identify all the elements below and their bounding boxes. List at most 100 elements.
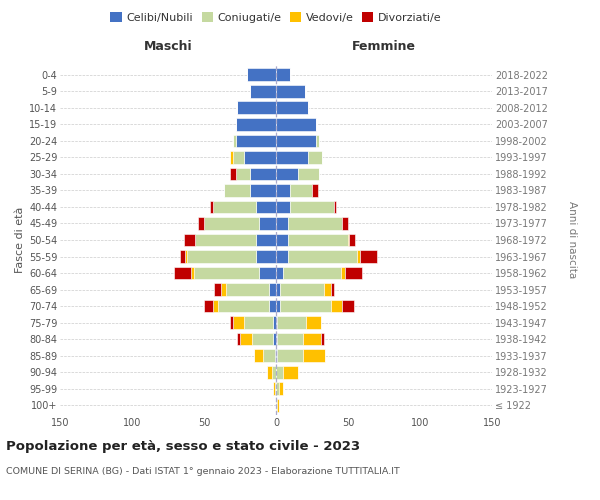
Bar — [196, 234, 256, 246]
Bar — [269, 300, 276, 312]
Bar — [174, 266, 191, 280]
Bar — [218, 300, 269, 312]
Bar — [244, 151, 276, 164]
Bar — [210, 200, 212, 213]
Bar — [237, 102, 276, 114]
Bar — [276, 316, 277, 329]
Bar — [312, 184, 318, 197]
Bar — [306, 316, 320, 329]
Bar — [276, 250, 287, 263]
Bar — [212, 300, 218, 312]
Bar — [280, 283, 323, 296]
Bar — [277, 398, 279, 411]
Bar — [290, 184, 312, 197]
Bar — [276, 283, 280, 296]
Bar — [276, 118, 316, 131]
Text: Popolazione per età, sesso e stato civile - 2023: Popolazione per età, sesso e stato civil… — [6, 440, 360, 453]
Bar — [304, 349, 325, 362]
Bar — [331, 283, 334, 296]
Bar — [359, 250, 377, 263]
Text: Maschi: Maschi — [143, 40, 193, 52]
Bar — [240, 332, 251, 345]
Bar — [316, 134, 319, 147]
Bar — [256, 200, 276, 213]
Bar — [237, 332, 240, 345]
Bar — [256, 250, 276, 263]
Bar — [224, 184, 250, 197]
Bar — [185, 250, 187, 263]
Bar — [276, 134, 316, 147]
Bar — [276, 200, 290, 213]
Bar — [342, 300, 354, 312]
Bar — [236, 134, 276, 147]
Bar — [279, 382, 283, 395]
Bar — [276, 398, 277, 411]
Bar — [259, 217, 276, 230]
Bar — [233, 151, 244, 164]
Bar — [214, 283, 221, 296]
Bar — [277, 349, 304, 362]
Bar — [276, 366, 283, 378]
Bar — [283, 266, 341, 280]
Bar — [276, 234, 287, 246]
Bar — [283, 366, 298, 378]
Bar — [244, 316, 273, 329]
Text: COMUNE DI SERINA (BG) - Dati ISTAT 1° gennaio 2023 - Elaborazione TUTTITALIA.IT: COMUNE DI SERINA (BG) - Dati ISTAT 1° ge… — [6, 468, 400, 476]
Bar — [356, 250, 359, 263]
Bar — [273, 382, 275, 395]
Bar — [276, 382, 279, 395]
Y-axis label: Anni di nascita: Anni di nascita — [567, 202, 577, 278]
Bar — [276, 332, 277, 345]
Bar — [304, 332, 320, 345]
Bar — [342, 217, 348, 230]
Bar — [230, 316, 233, 329]
Bar — [254, 349, 263, 362]
Bar — [187, 250, 256, 263]
Bar — [277, 332, 304, 345]
Bar — [276, 151, 308, 164]
Bar — [331, 300, 342, 312]
Bar — [233, 134, 236, 147]
Bar — [184, 234, 196, 246]
Bar — [179, 250, 185, 263]
Bar — [334, 200, 337, 213]
Bar — [276, 168, 298, 180]
Bar — [259, 266, 276, 280]
Bar — [290, 200, 334, 213]
Text: Femmine: Femmine — [352, 40, 416, 52]
Legend: Celibi/Nubili, Coniugati/e, Vedovi/e, Divorziati/e: Celibi/Nubili, Coniugati/e, Vedovi/e, Di… — [106, 8, 446, 28]
Bar — [221, 283, 226, 296]
Bar — [345, 266, 362, 280]
Bar — [194, 266, 259, 280]
Bar — [269, 283, 276, 296]
Bar — [250, 168, 276, 180]
Bar — [212, 200, 256, 213]
Bar — [263, 349, 275, 362]
Bar — [341, 266, 345, 280]
Bar — [276, 349, 277, 362]
Bar — [277, 316, 306, 329]
Bar — [349, 234, 355, 246]
Bar — [204, 300, 212, 312]
Bar — [287, 234, 348, 246]
Bar — [275, 382, 276, 395]
Bar — [226, 283, 269, 296]
Bar — [250, 184, 276, 197]
Bar — [250, 85, 276, 98]
Bar — [287, 217, 342, 230]
Y-axis label: Fasce di età: Fasce di età — [14, 207, 25, 273]
Bar — [276, 266, 283, 280]
Bar — [275, 349, 276, 362]
Bar — [348, 234, 349, 246]
Bar — [198, 217, 204, 230]
Bar — [323, 283, 331, 296]
Bar — [204, 217, 259, 230]
Bar — [251, 332, 273, 345]
Bar — [273, 332, 276, 345]
Bar — [191, 266, 194, 280]
Bar — [320, 332, 323, 345]
Bar — [276, 217, 287, 230]
Bar — [276, 184, 290, 197]
Bar — [236, 118, 276, 131]
Bar — [236, 168, 250, 180]
